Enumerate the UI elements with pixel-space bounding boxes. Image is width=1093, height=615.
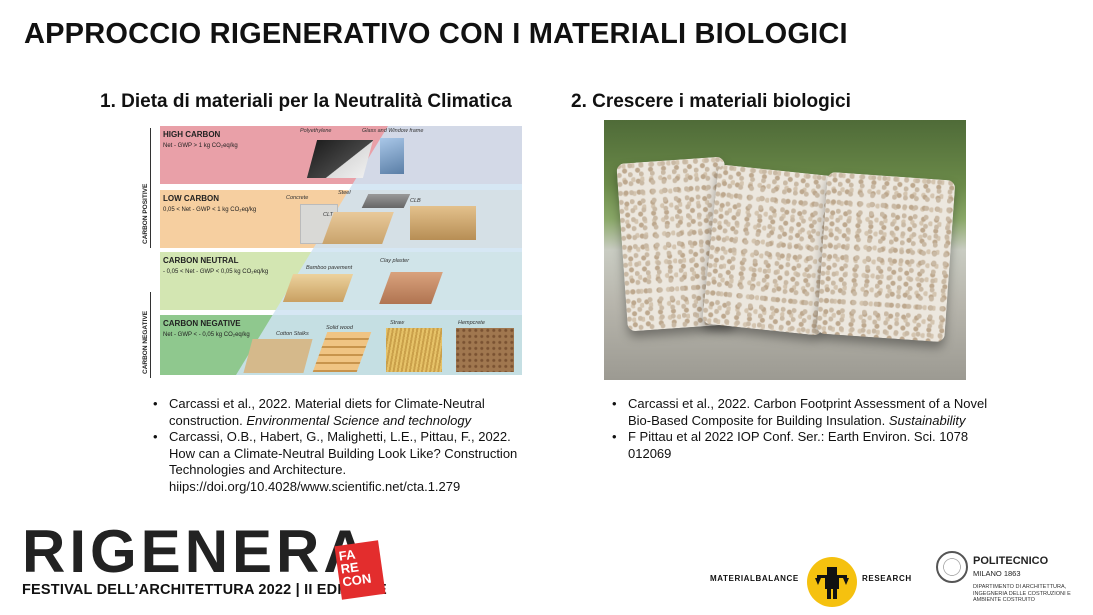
bio-composite-photo <box>604 120 966 380</box>
clb-label: CLB <box>410 198 421 204</box>
research-label: RESEARCH <box>862 574 912 583</box>
politecnico-city: MILANO 1863 <box>973 569 1021 578</box>
concrete-label: Concrete <box>286 195 309 201</box>
farecon-badge: FA RE CON <box>334 540 386 600</box>
materialbalance-label: MATERIALBALANCE <box>710 574 799 583</box>
band-rule: 0,05 < Net - GWP < 1 kg CO₂eq/kg <box>163 207 257 213</box>
clb-swatch <box>410 206 476 240</box>
reference-item: F Pittau et al 2022 IOP Conf. Ser.: Eart… <box>612 429 992 462</box>
politecnico-name: POLITECNICO <box>973 555 1049 567</box>
cotton-swatch <box>243 339 313 373</box>
politecnico-seal-icon <box>936 551 968 583</box>
glass-swatch <box>380 138 404 174</box>
left-references: Carcassi et al., 2022. Material diets fo… <box>153 396 523 495</box>
straw-label: Straw <box>390 320 405 326</box>
brick <box>816 171 956 343</box>
band-rule: Net - GWP > 1 kg CO₂eq/kg <box>163 143 238 149</box>
hempcrete-swatch <box>456 328 514 372</box>
solidwood-label: Solid wood <box>326 325 353 331</box>
band-name: CARBON NEUTRAL <box>163 256 239 265</box>
reference-item: Carcassi et al., 2022. Carbon Footprint … <box>612 396 992 429</box>
band-name: LOW CARBON <box>163 194 219 203</box>
hempcrete-label: Hempcrete <box>458 320 485 326</box>
bamboo-label: Bamboo pavement <box>306 265 353 271</box>
band-name: HIGH CARBON <box>163 130 221 139</box>
materialbalance-logo-icon <box>807 557 857 607</box>
band-name: CARBON NEGATIVE <box>163 319 241 328</box>
band-rule: Net - GWP < - 0,05 kg CO₂eq/kg <box>163 332 250 338</box>
cotton-label: Cotton Stalks <box>276 331 309 337</box>
straw-swatch <box>386 328 442 372</box>
bamboo-swatch <box>282 274 354 302</box>
polyethylene-label: Polyethylene <box>300 128 332 134</box>
reference-item: Carcassi, O.B., Habert, G., Malighetti, … <box>153 429 523 495</box>
slide-title: APPROCCIO RIGENERATIVO CON I MATERIALI B… <box>24 18 848 50</box>
reference-item: Carcassi et al., 2022. Material diets fo… <box>153 396 523 429</box>
left-column-heading: 1. Dieta di materiali per la Neutralità … <box>100 91 512 112</box>
festival-caption: FESTIVAL DELL’ARCHITETTURA 2022 | II EDI… <box>22 582 387 598</box>
steel-label: Steel <box>338 190 351 196</box>
right-column-heading: 2. Crescere i materiali biologici <box>571 91 851 112</box>
clay-label: Clay plaster <box>380 258 410 264</box>
polyethylene-swatch <box>306 140 374 178</box>
carbon-positive-bracket <box>150 128 151 248</box>
carbon-negative-bracket <box>150 292 151 378</box>
steel-swatch <box>361 194 411 208</box>
clt-label: CLT <box>323 212 333 218</box>
politecnico-department: DIPARTIMENTO DI ARCHITETTURA, INGEGNERIA… <box>973 584 1071 603</box>
right-references: Carcassi et al., 2022. Carbon Footprint … <box>612 396 992 462</box>
carbon-diet-diagram: CARBON POSITIVE CARBON NEGATIVE HIGH CAR… <box>140 124 522 378</box>
band-rule: - 0,05 < Net - GWP < 0,05 kg CO₂eq/kg <box>163 269 269 275</box>
pyramid-shape <box>236 126 522 375</box>
glass-label: Glass and Window frame <box>362 128 424 134</box>
rigenera-logo: RIGENERA <box>22 518 371 585</box>
